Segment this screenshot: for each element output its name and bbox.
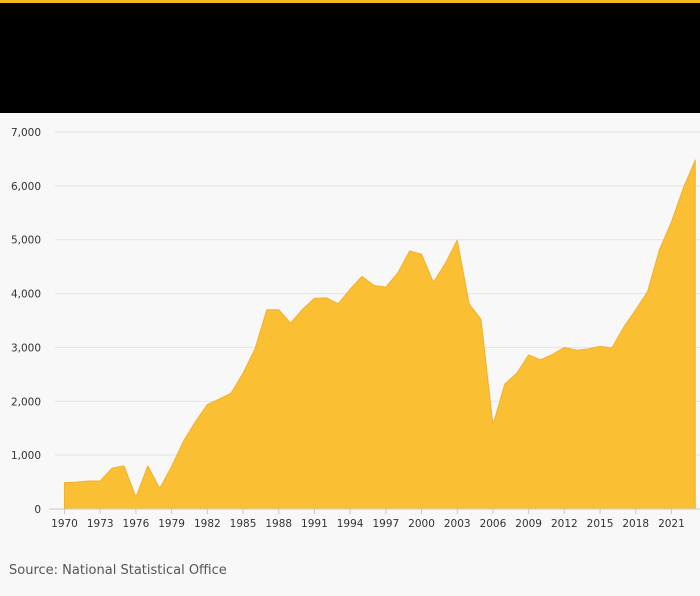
data-point <box>516 372 518 374</box>
x-tick-label: 1985 <box>230 518 257 530</box>
x-tick-label: 2009 <box>515 518 542 530</box>
data-point <box>694 159 696 161</box>
data-point <box>480 318 482 320</box>
data-point <box>527 354 529 356</box>
x-tick-label: 2000 <box>408 518 435 530</box>
data-point <box>504 383 506 385</box>
data-point <box>563 346 565 348</box>
data-point <box>658 248 660 250</box>
x-tick-label: 1988 <box>265 518 292 530</box>
data-point <box>266 309 268 311</box>
data-point <box>182 440 184 442</box>
axes <box>49 508 700 514</box>
data-point <box>408 250 410 252</box>
data-point <box>397 272 399 274</box>
top-accent-bar <box>0 0 700 3</box>
x-tick-label: 1979 <box>158 518 185 530</box>
y-tick-label: 7,000 <box>11 127 41 139</box>
data-point <box>468 303 470 305</box>
area-series <box>64 159 696 510</box>
data-point <box>63 481 65 483</box>
data-point <box>623 326 625 328</box>
y-tick-label: 5,000 <box>11 235 41 247</box>
y-tick-label: 3,000 <box>11 342 41 354</box>
data-point <box>373 284 375 286</box>
data-point <box>682 187 684 189</box>
x-tick-label: 2012 <box>551 518 578 530</box>
data-point <box>611 347 613 349</box>
x-tick-label: 2006 <box>480 518 507 530</box>
data-point <box>147 465 149 467</box>
data-point <box>135 496 137 498</box>
data-point <box>325 297 327 299</box>
header-band <box>0 3 700 113</box>
x-tick-label: 1973 <box>87 518 114 530</box>
x-tick-label: 1982 <box>194 518 221 530</box>
y-axis-tick-labels: 0 1,000 2,000 3,000 4,000 5,000 6,000 7,000 <box>11 127 41 516</box>
x-tick-label: 1976 <box>123 518 150 530</box>
y-tick-label: 1,000 <box>11 450 41 462</box>
data-point <box>194 421 196 423</box>
data-point <box>361 275 363 277</box>
x-axis-tick-labels: 1970 1973 1976 1979 1982 1985 1988 1991 1994 1997… <box>51 518 685 530</box>
source-note: Source: National Statistical Office <box>9 563 227 578</box>
data-point <box>278 309 280 311</box>
data-point <box>218 398 220 400</box>
data-point <box>289 322 291 324</box>
data-point <box>123 465 125 467</box>
data-point <box>75 481 77 483</box>
y-tick-label: 0 <box>34 504 41 516</box>
data-point <box>206 403 208 405</box>
data-area <box>64 159 696 510</box>
y-tick-label: 2,000 <box>11 396 41 408</box>
x-tick-label: 2015 <box>587 518 614 530</box>
data-point <box>111 467 113 469</box>
x-tick-label: 2021 <box>658 518 685 530</box>
data-point <box>635 309 637 311</box>
x-tick-label: 1970 <box>51 518 78 530</box>
data-point <box>646 290 648 292</box>
data-point <box>432 281 434 283</box>
x-tick-label: 2003 <box>444 518 471 530</box>
data-point <box>587 348 589 350</box>
data-point <box>170 465 172 467</box>
data-point <box>444 262 446 264</box>
data-point <box>539 359 541 361</box>
x-tick-label: 1994 <box>337 518 364 530</box>
x-tick-label: 1991 <box>301 518 328 530</box>
data-point <box>670 221 672 223</box>
data-point <box>254 348 256 350</box>
data-point <box>159 487 161 489</box>
data-point <box>420 253 422 255</box>
data-point <box>313 297 315 299</box>
data-point <box>349 288 351 290</box>
data-point <box>242 372 244 374</box>
y-tick-label: 4,000 <box>11 289 41 301</box>
data-point <box>575 349 577 351</box>
data-point <box>492 424 494 426</box>
y-tick-label: 6,000 <box>11 181 41 193</box>
data-point <box>551 353 553 355</box>
x-tick-label: 1997 <box>372 518 399 530</box>
data-point <box>301 308 303 310</box>
data-point <box>87 480 89 482</box>
data-point <box>230 392 232 394</box>
x-tick-label: 2018 <box>622 518 649 530</box>
data-point <box>385 286 387 288</box>
data-point <box>456 239 458 241</box>
area-chart: 0 1,000 2,000 3,000 4,000 5,000 6,000 7,000 197… <box>11 127 700 530</box>
data-point <box>99 480 101 482</box>
data-point <box>337 303 339 305</box>
data-point <box>599 345 601 347</box>
